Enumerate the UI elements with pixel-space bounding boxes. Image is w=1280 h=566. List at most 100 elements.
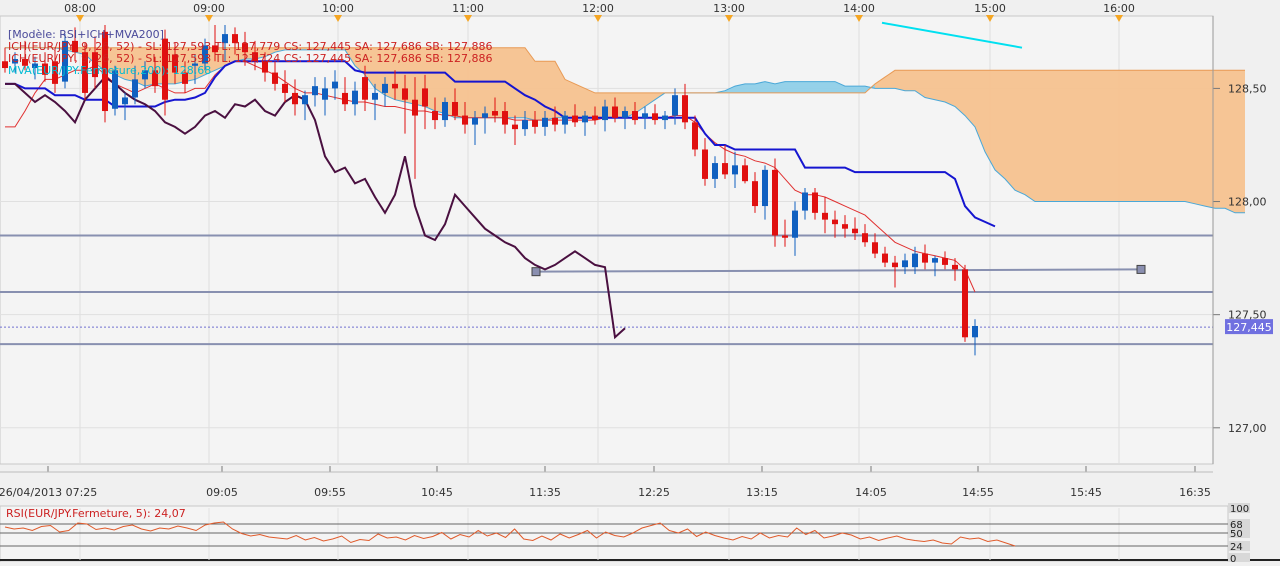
time-marker-triangle: [725, 15, 733, 22]
candle-body: [132, 79, 138, 98]
rsi-tick-box: [1228, 519, 1250, 529]
kumo-segment: [1215, 70, 1225, 209]
kumo-segment: [1105, 70, 1115, 202]
kumo-segment: [785, 81, 795, 93]
kumo-segment: [725, 86, 735, 93]
kumo-segment: [645, 92, 655, 107]
kumo-segment: [755, 81, 765, 93]
candle-body: [412, 99, 418, 116]
rsi-line: [4, 521, 1016, 547]
candle-body: [82, 52, 88, 93]
kumo-segment: [505, 47, 515, 118]
bottom-time-label: 15:45: [1070, 486, 1102, 499]
candle-body: [32, 63, 38, 69]
top-time-label: 12:00: [582, 2, 614, 15]
kumo-segment: [845, 86, 855, 93]
kumo-segment: [905, 70, 915, 91]
bottom-time-label: 12:25: [638, 486, 670, 499]
kumo-segment: [465, 47, 475, 118]
kumo-segment: [965, 70, 975, 127]
candle-body: [942, 258, 948, 265]
kumo-segment: [765, 81, 775, 93]
rsi-tick-label: 24: [1230, 542, 1243, 553]
trendline-handle-end[interactable]: [1136, 264, 1146, 274]
price-tick-label: 128,50: [1228, 82, 1267, 95]
candle-body: [62, 40, 68, 82]
top-time-label: 10:00: [322, 2, 354, 15]
kumo-segment: [1005, 70, 1015, 191]
candle-body: [572, 115, 578, 123]
candle-body: [472, 117, 478, 125]
candle-body: [222, 34, 228, 44]
candle-body: [242, 43, 248, 53]
candle-body: [162, 38, 168, 100]
candle-body: [392, 83, 398, 89]
candle-body: [112, 70, 118, 109]
candle-body: [272, 72, 278, 84]
candle-body: [402, 88, 408, 100]
rsi-tick-box: [1228, 553, 1250, 563]
candle-body: [662, 115, 668, 121]
kumo-segment: [885, 70, 895, 89]
candle-body: [492, 111, 498, 116]
kumo-segment: [535, 61, 545, 121]
kumo-segment: [225, 47, 235, 66]
kumo-segment: [265, 47, 275, 57]
kumo-segment: [1175, 70, 1185, 202]
candle-body: [642, 113, 648, 118]
kumo-segment: [515, 47, 525, 118]
kumo-segment: [495, 47, 505, 118]
candle-body: [192, 63, 198, 66]
candle-body: [692, 122, 698, 150]
kumo-segment: [1195, 70, 1205, 207]
time-marker-triangle: [594, 15, 602, 22]
kumo-segment: [315, 47, 325, 50]
candle-body: [282, 83, 288, 93]
trendline-handle-start[interactable]: [531, 267, 541, 277]
time-marker-triangle: [1115, 15, 1123, 22]
candle-body: [902, 260, 908, 268]
candle-body: [842, 224, 848, 229]
time-axis-panel: [0, 482, 1280, 502]
kumo-segment: [285, 47, 295, 50]
kumo-segment: [855, 86, 865, 93]
kumo-segment: [955, 70, 965, 116]
kumo-segment: [805, 81, 815, 93]
top-time-label: 14:00: [843, 2, 875, 15]
kumo-segment: [815, 81, 825, 93]
candle-body: [292, 92, 298, 105]
kumo-segment: [1225, 70, 1235, 213]
kumo-segment: [475, 47, 485, 118]
kumo-segment: [915, 70, 925, 98]
candle-body: [382, 83, 388, 93]
candle-body: [892, 262, 898, 268]
candle-body: [152, 70, 158, 87]
top-time-label: 08:00: [64, 2, 96, 15]
rsi-tick-label: 0: [1230, 554, 1236, 562]
candle-body: [252, 52, 258, 62]
rsi-tick-box: [1228, 541, 1250, 551]
rsi-tick-label: 68: [1230, 520, 1243, 531]
candle-body: [812, 192, 818, 213]
kumo-segment: [335, 47, 345, 50]
kumo-segment: [1015, 70, 1025, 195]
candle-body: [542, 117, 548, 127]
kumo-segment: [565, 79, 575, 118]
candle-body: [862, 233, 868, 243]
candle-body: [932, 258, 938, 263]
candle-body: [752, 181, 758, 207]
bottom-time-label: 13:15: [746, 486, 778, 499]
kumo-segment: [775, 81, 785, 93]
candle-body: [822, 212, 828, 220]
kumo-segment: [995, 70, 1005, 179]
candle-body: [442, 101, 448, 121]
time-marker-triangle: [205, 15, 213, 22]
candle-body: [422, 88, 428, 107]
rsi-tick-label: 100: [1230, 504, 1249, 515]
legend-entry: ICH(EUR/JPY, 9, 26, 52) - SL: 127,593 TL…: [8, 52, 493, 65]
kumo-segment: [1095, 70, 1105, 202]
candle-body: [782, 235, 788, 238]
trendline[interactable]: [535, 268, 1142, 273]
bottom-time-label: 09:05: [206, 486, 238, 499]
